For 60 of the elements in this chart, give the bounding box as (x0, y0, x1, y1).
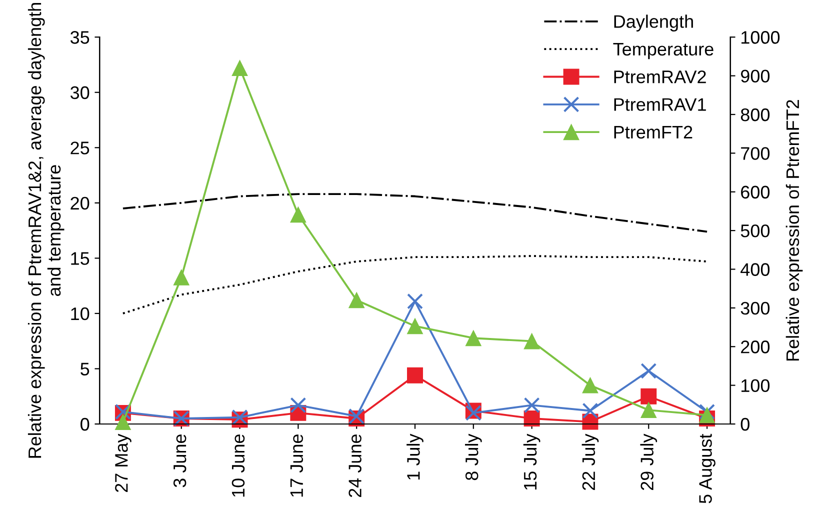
y-tick-label: 15 (71, 252, 90, 265)
x-tick-label: 22 July (582, 434, 599, 490)
point (582, 414, 598, 430)
y-tick-label: 25 (70, 142, 90, 154)
x-tick-label: 29 July (640, 434, 658, 490)
y2-axis-title: Relative expression of PtremFT2 (786, 100, 803, 361)
legend-label: PtremRAV1 (614, 98, 706, 111)
y2-tick-label: 800 (740, 108, 770, 122)
point (582, 377, 598, 394)
y2-tick-label: 300 (740, 302, 770, 315)
y-tick-label: 0 (80, 418, 90, 431)
point (290, 397, 306, 414)
y-tick-label: 5 (80, 362, 90, 376)
point (232, 60, 248, 76)
y2-tick-label: 100 (742, 379, 770, 392)
legend-label: Daylength (614, 14, 693, 32)
point (290, 206, 306, 223)
line-series (122, 255, 708, 314)
legend-label: Temperature (613, 42, 714, 60)
point (173, 269, 190, 286)
point (640, 402, 657, 418)
point (114, 414, 131, 430)
x-tick-label: 17 June (290, 434, 304, 497)
point (524, 333, 540, 350)
point (640, 362, 657, 379)
line-series (122, 193, 708, 233)
y2-tick-label: 500 (740, 224, 770, 238)
x-tick-label: 24 June (348, 434, 362, 498)
x-tick-label: 27 May (115, 434, 132, 492)
y-tick-label: 30 (70, 86, 90, 100)
point (699, 404, 716, 420)
point (348, 292, 365, 308)
y2-tick-label: 400 (740, 263, 770, 276)
point (524, 410, 540, 426)
y-tick-label: 20 (70, 196, 90, 210)
y2-tick-label: 600 (741, 186, 770, 199)
y-tick-label: 10 (71, 307, 90, 320)
y2-tick-label: 700 (741, 147, 770, 160)
x-tick-label: 3 June (173, 434, 186, 488)
x-tick-label: 1 July (406, 434, 424, 480)
y2-tick-label: 1000 (742, 31, 780, 44)
point (465, 330, 482, 346)
y-tick-label: 35 (70, 31, 90, 44)
point (699, 407, 716, 424)
point (407, 293, 423, 310)
x-tick-label: 5 August (699, 434, 716, 504)
point (582, 402, 598, 419)
y2-tick-label: 0 (740, 418, 750, 431)
x-tick-label: 10 June (232, 434, 245, 497)
point (407, 318, 423, 334)
legend-label: PtremFT2 (614, 126, 692, 139)
point (640, 388, 657, 404)
x-tick-label: 8 July (464, 434, 482, 480)
point (524, 397, 540, 414)
y-axis-title: Relative expression of PtremRAV1&2, average daylength and temperature (28, 3, 64, 458)
y2-tick-label: 200 (741, 340, 770, 354)
x-tick-label: 15 July (523, 434, 540, 490)
y2-tick-label: 900 (740, 70, 770, 83)
point (407, 367, 423, 384)
legend-label: PtremRAV2 (614, 70, 706, 84)
